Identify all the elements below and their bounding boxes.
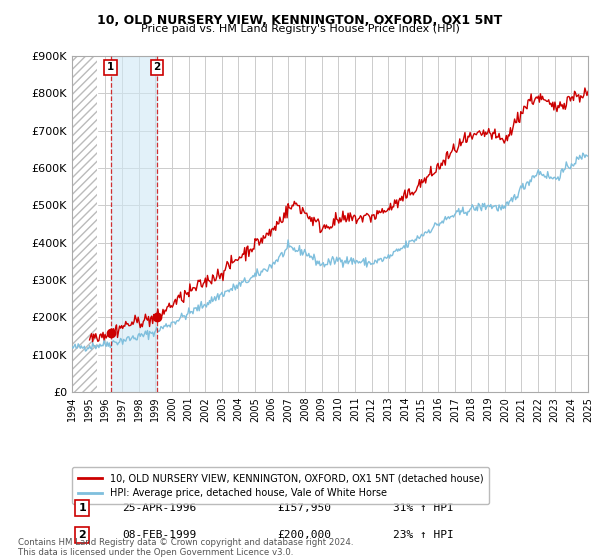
- Text: £200,000: £200,000: [277, 530, 331, 540]
- Text: 2: 2: [154, 62, 161, 72]
- Text: 31% ↑ HPI: 31% ↑ HPI: [392, 503, 453, 513]
- Bar: [72, 56, 97, 392]
- Text: 10, OLD NURSERY VIEW, KENNINGTON, OXFORD, OX1 5NT: 10, OLD NURSERY VIEW, KENNINGTON, OXFORD…: [97, 14, 503, 27]
- Legend: 10, OLD NURSERY VIEW, KENNINGTON, OXFORD, OX1 5NT (detached house), HPI: Average: 10, OLD NURSERY VIEW, KENNINGTON, OXFORD…: [72, 468, 489, 504]
- Text: 1: 1: [107, 62, 114, 72]
- Text: 2: 2: [79, 530, 86, 540]
- Text: £157,950: £157,950: [277, 503, 331, 513]
- Text: 25-APR-1996: 25-APR-1996: [122, 503, 197, 513]
- Text: 1: 1: [79, 503, 86, 513]
- Text: Contains HM Land Registry data © Crown copyright and database right 2024.
This d: Contains HM Land Registry data © Crown c…: [18, 538, 353, 557]
- Text: 08-FEB-1999: 08-FEB-1999: [122, 530, 197, 540]
- Text: 23% ↑ HPI: 23% ↑ HPI: [392, 530, 453, 540]
- Bar: [110, 56, 157, 392]
- Bar: [72, 56, 97, 392]
- Text: Price paid vs. HM Land Registry's House Price Index (HPI): Price paid vs. HM Land Registry's House …: [140, 24, 460, 34]
